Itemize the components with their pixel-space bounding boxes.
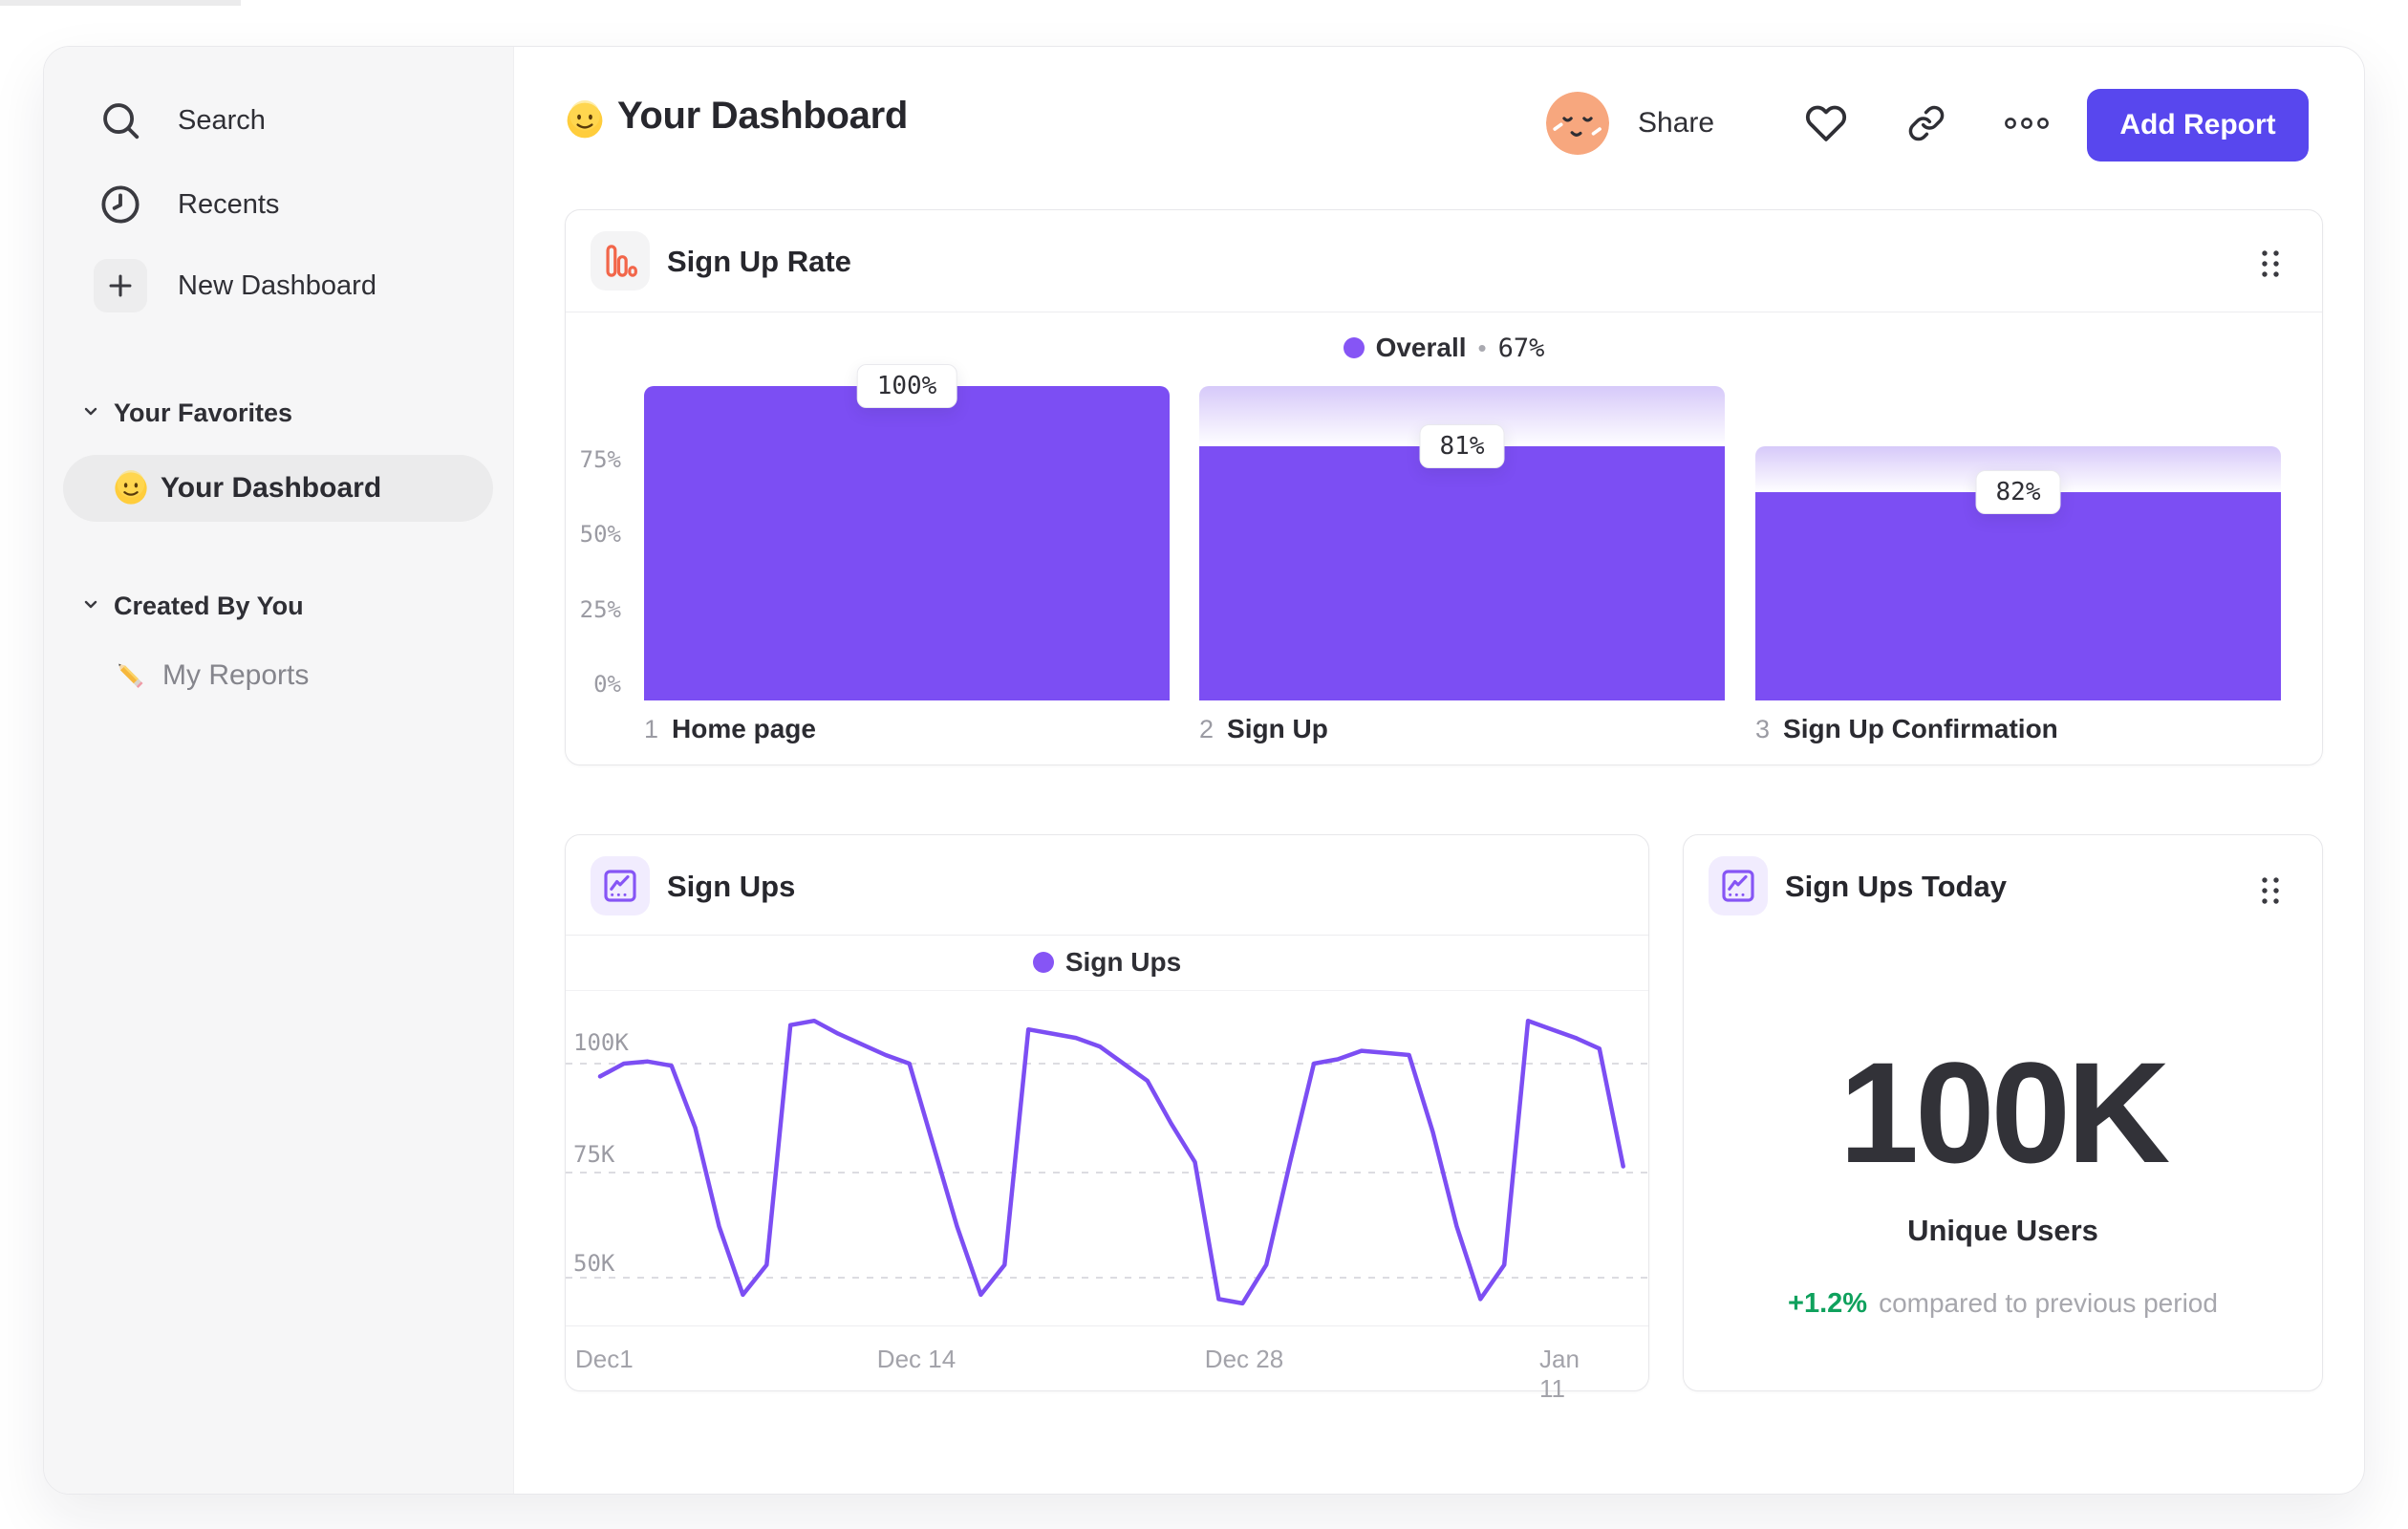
background-window-edge	[0, 0, 241, 6]
step-index: 3	[1755, 714, 1771, 743]
sidebar-item-your-dashboard[interactable]: Your Dashboard	[63, 455, 493, 522]
line-chart-icon	[1709, 856, 1768, 915]
sidebar-item-label: My Reports	[162, 659, 310, 691]
sidebar-item-new-dashboard[interactable]: New Dashboard	[94, 259, 376, 312]
sign-ups-card: Sign Ups Sign Ups 100K 75K 50K Dec1 Dec …	[565, 834, 1650, 1403]
funnel-bar-sign-up[interactable]: 81%	[1199, 386, 1725, 700]
sidebar-item-label: Search	[178, 104, 266, 136]
sidebar-section-your-favorites[interactable]: Your Favorites	[79, 397, 292, 429]
x-axis-tick: Dec1	[575, 1345, 634, 1373]
metric-value: 100K	[1838, 1032, 2171, 1193]
favorite-heart-button[interactable]	[1805, 102, 1847, 144]
y-axis-tick: 75K	[573, 1141, 615, 1168]
bar-stack	[1199, 386, 1725, 700]
sidebar-item-my-reports[interactable]: My Reports	[113, 649, 309, 702]
x-axis-tick: Dec 28	[1204, 1345, 1284, 1373]
sidebar-section-label: Created By You	[114, 591, 304, 620]
step-index: 2	[1199, 714, 1215, 743]
smiley-emoji	[113, 470, 149, 506]
legend-label: Overall	[1375, 333, 1467, 362]
y-axis-tick: 100K	[573, 1029, 629, 1056]
legend-separator: •	[1477, 333, 1487, 362]
chevron-down-icon	[79, 592, 102, 620]
sign-ups-series-line	[597, 1018, 1625, 1306]
sidebar-item-label: Your Dashboard	[161, 472, 382, 504]
metric-delta-row: +1.2% compared to previous period	[1684, 1288, 2322, 1320]
card-title: Sign Ups Today	[1785, 870, 2007, 903]
sidebar-section-label: Your Favorites	[114, 398, 293, 427]
step-name: Home page	[672, 714, 816, 743]
ellipsis-icon	[2005, 118, 2049, 129]
metric-delta-note: compared to previous period	[1879, 1288, 2218, 1318]
card-title: Sign Ups	[667, 870, 796, 903]
y-axis-tick: 0%	[593, 671, 621, 698]
app-window: Search Recents New Dashboard	[43, 46, 2365, 1495]
step-name: Sign Up	[1227, 714, 1328, 743]
funnel-chart-icon	[591, 231, 650, 291]
x-axis-tick: Dec 14	[876, 1345, 957, 1373]
sidebar: Search Recents New Dashboard	[44, 47, 514, 1494]
bar-converted	[1755, 491, 2281, 700]
y-axis-tick: 25%	[579, 596, 621, 623]
sign-ups-line-chart[interactable]	[566, 994, 1650, 1325]
card-title: Sign Up Rate	[667, 245, 851, 278]
drag-handle-icon[interactable]	[2257, 873, 2284, 911]
funnel-bar-sign-up-confirmation[interactable]: 82%	[1755, 386, 2281, 700]
dashboard-title-emoji	[565, 100, 605, 140]
search-icon	[94, 94, 147, 147]
funnel-legend[interactable]: Overall • 67%	[566, 312, 2322, 384]
more-options-button[interactable]	[2003, 110, 2051, 137]
user-avatar[interactable]	[1546, 92, 1609, 155]
y-axis-tick: 75%	[579, 446, 621, 473]
bar-stack	[644, 386, 1170, 700]
y-axis-tick: 50%	[579, 521, 621, 548]
bar-converted	[644, 386, 1170, 700]
heart-icon	[1805, 105, 1847, 141]
chevron-down-icon	[79, 399, 102, 427]
divider	[566, 935, 1648, 936]
legend-dot	[1032, 952, 1054, 973]
step-label: 1 Home page	[644, 714, 816, 744]
divider	[566, 990, 1648, 991]
bar-value-tooltip: 81%	[1419, 423, 1505, 468]
x-axis-tick: Jan 11	[1539, 1345, 1580, 1403]
bar-converted	[1199, 445, 1725, 700]
pencil-emoji	[113, 657, 149, 694]
y-axis-tick: 50K	[573, 1250, 615, 1277]
legend-value: 67%	[1497, 333, 1545, 363]
bar-value-tooltip: 82%	[1975, 469, 2061, 514]
sign-up-rate-card: Sign Up Rate Overall • 67% 75% 50% 25% 0…	[565, 209, 2323, 765]
sidebar-item-label: New Dashboard	[178, 269, 376, 301]
funnel-plot-area: 100% 81% 82%	[644, 364, 2281, 700]
step-index: 1	[644, 714, 659, 743]
sidebar-item-label: Recents	[178, 188, 280, 220]
share-button[interactable]: Share	[1638, 101, 1714, 145]
metric-delta: +1.2%	[1788, 1288, 1868, 1319]
link-icon	[1908, 105, 1945, 141]
step-name: Sign Up Confirmation	[1783, 714, 2058, 743]
step-label: 3 Sign Up Confirmation	[1755, 714, 2058, 744]
plus-icon	[94, 259, 147, 312]
divider	[566, 1325, 1648, 1326]
legend-label: Sign Ups	[1064, 947, 1182, 977]
bar-value-tooltip: 100%	[856, 364, 957, 408]
page-title: Your Dashboard	[617, 95, 908, 137]
bar-stack	[1755, 386, 2281, 700]
step-label: 2 Sign Up	[1199, 714, 1328, 744]
funnel-bar-home-page[interactable]: 100%	[644, 364, 1170, 700]
legend-dot	[1343, 337, 1365, 358]
add-report-button[interactable]: Add Report	[2087, 89, 2309, 162]
sidebar-item-recents[interactable]: Recents	[94, 178, 279, 231]
sidebar-item-search[interactable]: Search	[94, 94, 266, 147]
sign-ups-today-card: Sign Ups Today 100K Unique Users +1.2% c…	[1683, 834, 2323, 1391]
clock-icon	[94, 178, 147, 231]
line-legend[interactable]: Sign Ups	[566, 935, 1648, 990]
line-chart-icon	[591, 856, 650, 915]
sidebar-section-created-by-you[interactable]: Created By You	[79, 590, 304, 622]
drag-handle-icon[interactable]	[2257, 247, 2284, 284]
copy-link-button[interactable]	[1907, 104, 1946, 142]
metric-label: Unique Users	[1907, 1214, 2098, 1247]
